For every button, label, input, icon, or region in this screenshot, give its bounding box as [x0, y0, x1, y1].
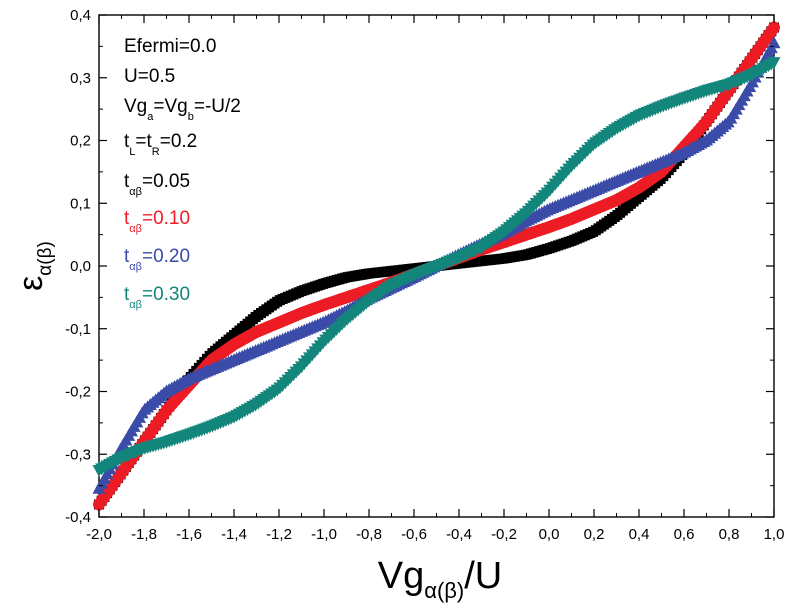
x-tick-label: -2,0: [86, 526, 112, 543]
x-tick-label: -0,6: [401, 526, 427, 543]
annotation-text: t: [124, 284, 130, 305]
annotation-text: t: [124, 131, 130, 152]
annotation-text: =0.30: [142, 284, 190, 305]
y-tick-label: 0,2: [70, 133, 91, 150]
x-tick-label: 1,0: [764, 526, 785, 543]
x-tick-label: 0,4: [629, 526, 650, 543]
annotation-text: Vg: [124, 96, 147, 117]
annotation-text: t: [124, 208, 130, 229]
annotation-line: tαβ=0.20: [124, 246, 190, 273]
y-tick-label: -0,1: [65, 321, 91, 338]
x-axis-title: Vgα(β)/U: [378, 555, 503, 603]
x-tick-label: 0,8: [719, 526, 740, 543]
annotation-line: tαβ=0.10: [124, 208, 190, 235]
annotation-line: U=0.5: [124, 66, 175, 87]
annotation-line: tL=tR=0.2: [124, 131, 197, 158]
x-tick-label: -0,4: [446, 526, 472, 543]
y-tick-label: 0,3: [70, 70, 91, 87]
data-point: [768, 21, 780, 34]
data-point: [767, 36, 781, 49]
y-axis-title-main: ε: [12, 276, 50, 291]
y-tick-label: -0,3: [65, 446, 91, 463]
annotation-text: t: [124, 171, 130, 192]
tick-layer: -2,0 -1,8 -1,6 -1,4 -1,2 -1,0 -0,8 -0,6 -0,4 -0,2…: [65, 7, 784, 543]
y-axis-title: εα(β): [12, 241, 56, 291]
x-tick-label: -1,6: [176, 526, 202, 543]
y-tick-label: -0,2: [65, 384, 91, 401]
annotation-subscript: a: [147, 111, 154, 123]
annotation-text: =Vg: [153, 96, 187, 117]
y-tick-label: 0,1: [70, 195, 91, 212]
x-tick-label: -1,8: [131, 526, 157, 543]
annotation-text: t: [124, 246, 130, 267]
annotation-text: U=0.5: [124, 66, 175, 87]
annotation-subscript: αβ: [129, 299, 142, 311]
series-triangle-down: [92, 57, 781, 477]
x-tick-label: -0,8: [356, 526, 382, 543]
x-axis-title-sub: α(β): [424, 578, 464, 603]
x-axis-title-tail: /U: [464, 555, 502, 597]
series-layer: [92, 21, 781, 511]
annotation-subscript: L: [129, 146, 135, 158]
annotation-block: Efermi=0.0U=0.5Vga=Vgb=-U/2tL=tR=0.2tαβ=…: [124, 36, 241, 311]
annotation-line: Efermi=0.0: [124, 36, 216, 57]
x-tick-label: -0,2: [491, 526, 517, 543]
annotation-text: Efermi=0.0: [124, 36, 216, 57]
annotation-text: =0.10: [142, 208, 190, 229]
x-tick-label: 0,6: [674, 526, 695, 543]
y-tick-label: 0,0: [70, 258, 91, 275]
annotation-subscript: R: [152, 146, 160, 158]
annotation-text: =t: [135, 131, 152, 152]
data-point: [767, 57, 781, 70]
annotation-text: =-U/2: [194, 96, 241, 117]
x-tick-label: -1,2: [266, 526, 292, 543]
y-axis-title-sub: α(β): [35, 241, 56, 276]
x-tick-label: -1,0: [311, 526, 337, 543]
annotation-subscript: b: [188, 111, 194, 123]
x-axis-title-main: Vg: [378, 555, 424, 597]
annotation-text: =0.2: [160, 131, 198, 152]
y-tick-label: -0,4: [65, 509, 91, 526]
x-tick-label: 0,0: [539, 526, 560, 543]
annotation-subscript: αβ: [129, 223, 142, 235]
annotation-line: tαβ=0.05: [124, 171, 190, 198]
annotation-line: tαβ=0.30: [124, 284, 190, 311]
annotation-text: =0.20: [142, 246, 190, 267]
x-tick-label: 0,2: [584, 526, 605, 543]
annotation-subscript: αβ: [129, 186, 142, 198]
annotation-line: Vga=Vgb=-U/2: [124, 96, 241, 123]
annotation-text: =0.05: [142, 171, 190, 192]
annotation-subscript: αβ: [129, 261, 142, 273]
y-tick-label: 0,4: [70, 7, 91, 24]
x-tick-label: -1,4: [221, 526, 247, 543]
